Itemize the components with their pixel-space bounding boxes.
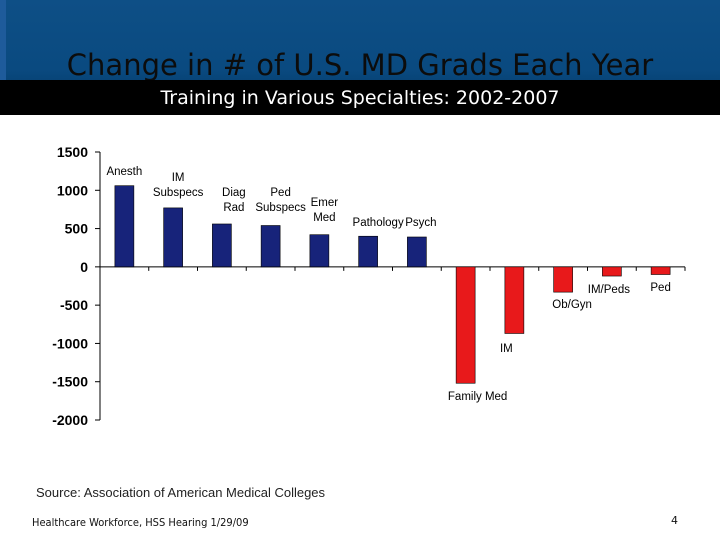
bar <box>455 266 476 384</box>
slide-title: Change in # of U.S. MD Grads Each Year <box>66 48 654 82</box>
bar-label: Pathology <box>353 217 404 229</box>
y-tick-label: 500 <box>65 221 89 237</box>
y-tick-label: -1500 <box>52 374 88 390</box>
bar-label: IM <box>172 172 185 184</box>
bar-label: Psych <box>405 217 436 229</box>
bar-chart: 1500 1000 500 0 -500 -1000 -1500 -2000 Anesth IM S… <box>52 144 686 428</box>
bar-label: Anesth <box>106 166 142 178</box>
y-tick-label: -2000 <box>52 412 88 428</box>
bar-label: IM/Peds <box>588 284 630 296</box>
bar-label: Subspecs <box>153 187 204 199</box>
bar-label: Emer <box>311 197 339 209</box>
source-note: Source: Association of American Medical … <box>36 485 326 500</box>
bar-label: Ped <box>650 282 670 294</box>
bar <box>602 266 622 277</box>
y-tick-label: 1500 <box>57 144 88 160</box>
bar <box>553 266 573 293</box>
bar <box>504 266 525 334</box>
bar-label: Ped <box>270 187 290 199</box>
bar-label: Diag <box>222 187 246 199</box>
bar <box>260 225 281 268</box>
bar-label: Family Med <box>448 391 507 403</box>
y-tick-label: -1000 <box>52 335 88 351</box>
footer-text: Healthcare Workforce, HSS Hearing 1/29/0… <box>32 516 249 529</box>
bar <box>358 235 378 268</box>
y-tick-label: 1000 <box>57 182 88 198</box>
bar <box>309 234 330 268</box>
slide-subtitle: Training in Various Specialties: 2002-20… <box>160 87 560 109</box>
y-tick-label: 0 <box>80 259 88 275</box>
bar <box>650 266 671 275</box>
bar <box>163 207 183 268</box>
bar-label: Ob/Gyn <box>552 299 592 311</box>
bar <box>407 236 427 268</box>
left-accent-bar <box>0 0 6 115</box>
bar-label: Med <box>313 212 335 224</box>
bar <box>114 185 135 268</box>
bar-label: Rad <box>223 202 244 214</box>
page-number: 4 <box>671 514 678 527</box>
bar <box>212 223 232 268</box>
bar-label: IM <box>500 343 513 355</box>
subtitle-band <box>0 80 720 115</box>
y-tick-label: -500 <box>60 297 88 313</box>
bar-label: Subspecs <box>255 202 306 214</box>
